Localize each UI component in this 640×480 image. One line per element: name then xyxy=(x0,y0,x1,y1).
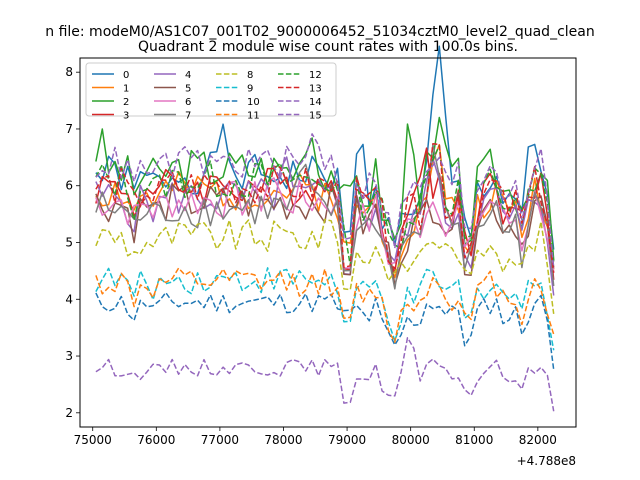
series-line-7 xyxy=(95,144,555,290)
legend-label-6: 6 xyxy=(185,97,191,108)
x-tick-label: 82000 xyxy=(519,433,557,447)
legend-label-1: 1 xyxy=(123,84,129,95)
y-tick-label: 5 xyxy=(65,236,73,250)
x-tick-label: 77000 xyxy=(201,433,239,447)
series-line-15 xyxy=(95,133,555,269)
series-line-14 xyxy=(95,336,555,412)
series-line-11 xyxy=(95,267,555,343)
legend-label-12: 12 xyxy=(309,70,322,81)
legend-label-2: 2 xyxy=(123,97,129,108)
series-layer xyxy=(95,45,555,412)
series-line-1 xyxy=(95,143,555,279)
y-tick-label: 3 xyxy=(65,349,73,363)
legend-label-14: 14 xyxy=(309,97,322,108)
legend-label-15: 15 xyxy=(309,111,322,122)
y-tick-label: 8 xyxy=(65,65,73,79)
x-offset-label: +4.788e8 xyxy=(517,454,576,468)
y-axis: 2 3 4 5 6 7 8 xyxy=(65,65,80,420)
x-tick-label: 75000 xyxy=(74,433,112,447)
plot-area: 75000 76000 77000 78000 79000 80000 81000 82000… xyxy=(65,45,577,447)
chart-suptitle: n file: modeM0/AS1C07_001T02_9000006452_… xyxy=(45,24,594,40)
legend-box xyxy=(85,62,337,117)
series-line-9 xyxy=(95,267,555,351)
legend-label-0: 0 xyxy=(123,70,129,81)
legend-label-5: 5 xyxy=(185,84,191,95)
series-line-12 xyxy=(95,144,555,267)
y-tick-label: 7 xyxy=(65,122,73,136)
x-tick-label: 81000 xyxy=(455,433,493,447)
series-line-13 xyxy=(95,143,555,273)
x-tick-label: 78000 xyxy=(264,433,302,447)
legend-label-3: 3 xyxy=(123,111,129,122)
y-tick-label: 4 xyxy=(65,292,73,306)
y-tick-label: 2 xyxy=(65,406,73,420)
legend-label-4: 4 xyxy=(185,70,191,81)
legend-label-8: 8 xyxy=(247,70,253,81)
y-tick-label: 6 xyxy=(65,179,73,193)
series-line-8 xyxy=(95,218,555,314)
x-tick-label: 79000 xyxy=(328,433,366,447)
chart-title: Quadrant 2 module wise count rates with … xyxy=(138,39,518,55)
legend-label-13: 13 xyxy=(309,84,322,95)
x-axis: 75000 76000 77000 78000 79000 80000 81000 82000 xyxy=(74,427,557,447)
series-line-10 xyxy=(95,291,555,370)
legend-label-10: 10 xyxy=(247,97,260,108)
x-tick-label: 76000 xyxy=(137,433,175,447)
legend-label-7: 7 xyxy=(185,111,191,122)
legend-label-9: 9 xyxy=(247,84,253,95)
legend-label-11: 11 xyxy=(247,111,260,122)
x-tick-label: 80000 xyxy=(392,433,430,447)
